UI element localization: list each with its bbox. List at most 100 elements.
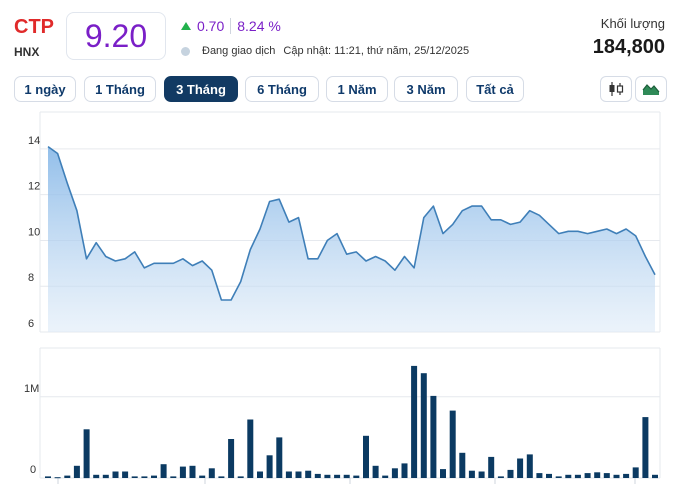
volume-bar xyxy=(507,469,514,478)
volume-tick-label: 1M xyxy=(24,383,39,395)
volume-bar xyxy=(363,435,369,479)
price-axis: 6 8 10 12 14 xyxy=(28,135,40,330)
volume-bar xyxy=(237,476,244,478)
tab-3-years[interactable]: 3 Năm xyxy=(394,76,458,102)
volume-bar xyxy=(584,473,591,478)
tab-1-day[interactable]: 1 ngày xyxy=(14,76,76,102)
volume-bars xyxy=(45,365,658,479)
area-chart-icon xyxy=(642,84,660,95)
volume-bar xyxy=(478,471,485,478)
volume-bar xyxy=(83,429,90,479)
trading-status: Đang giao dịch Cập nhật: 11:21, thứ năm,… xyxy=(181,45,469,57)
volume-bar xyxy=(199,475,206,478)
change-percent: 8.24 % xyxy=(237,18,281,34)
volume-axis: 0 1M xyxy=(24,383,39,476)
volume-tick-label: 0 xyxy=(30,464,36,476)
status-text: Đang giao dịch xyxy=(202,45,276,57)
volume-label: Khối lượng xyxy=(600,16,665,31)
change-value: 0.70 xyxy=(197,18,225,34)
volume-bar xyxy=(73,465,80,478)
tab-all[interactable]: Tất cả xyxy=(466,76,524,102)
volume-bar xyxy=(565,474,572,479)
volume-bar xyxy=(131,476,138,478)
volume-bar xyxy=(112,471,119,478)
volume-bar xyxy=(285,471,292,478)
tab-label: 3 Tháng xyxy=(176,81,226,97)
volume-bar xyxy=(652,474,658,479)
volume-bar xyxy=(420,373,427,478)
volume-bar xyxy=(603,473,610,478)
volume-bar xyxy=(247,419,254,478)
volume-bar xyxy=(459,452,466,478)
tab-label: 6 Tháng xyxy=(257,81,307,97)
volume-bar xyxy=(526,454,533,478)
price-volume-chart: 6 8 10 12 14 0 1M xyxy=(24,111,661,484)
volume-bar xyxy=(391,468,398,479)
volume-bar xyxy=(324,474,331,479)
volume-bar xyxy=(228,439,235,478)
volume-bar xyxy=(343,474,350,479)
volume-bar xyxy=(276,437,283,478)
volume-bar xyxy=(266,455,273,479)
up-arrow-icon xyxy=(181,22,191,30)
volume-bar xyxy=(497,476,504,478)
candlestick-chart-icon xyxy=(609,82,624,96)
tab-label: Tất cả xyxy=(476,81,514,97)
volume-bar xyxy=(382,475,389,478)
volume-bar xyxy=(170,476,177,478)
candlestick-chart-button[interactable] xyxy=(600,76,632,102)
volume-bar xyxy=(623,473,630,478)
volume-bar xyxy=(488,456,495,478)
volume-bar xyxy=(179,466,186,478)
y-tick-label: 14 xyxy=(28,135,40,147)
volume-bar xyxy=(517,458,524,478)
tab-6-months[interactable]: 6 Tháng xyxy=(245,76,319,102)
volume-bar xyxy=(372,465,379,478)
volume-bar xyxy=(64,475,71,478)
volume-bar xyxy=(613,474,620,479)
volume-bar xyxy=(536,473,543,478)
volume-bar xyxy=(594,472,601,478)
tab-1-year[interactable]: 1 Năm xyxy=(326,76,388,102)
volume-bar xyxy=(468,470,475,478)
area-chart-button[interactable] xyxy=(635,76,667,102)
volume-bar xyxy=(189,465,196,478)
y-tick-label: 12 xyxy=(28,181,40,193)
price-display: 9.20 xyxy=(66,12,166,60)
volume-bar xyxy=(353,475,360,478)
tab-label: 3 Năm xyxy=(406,81,446,97)
y-tick-label: 10 xyxy=(28,226,40,238)
volume-bar xyxy=(218,476,225,478)
volume-bar xyxy=(334,474,341,479)
price-area xyxy=(48,146,655,332)
volume-bar xyxy=(305,470,312,478)
ticker-symbol: CTP xyxy=(14,16,54,38)
volume-bar xyxy=(45,476,51,478)
volume-bar xyxy=(574,474,581,479)
volume-bar xyxy=(54,477,61,479)
tab-3-months[interactable]: 3 Tháng xyxy=(164,76,238,102)
y-tick-label: 6 xyxy=(28,318,34,330)
volume-bar xyxy=(122,471,129,478)
volume-bar xyxy=(295,471,302,478)
status-dot-icon xyxy=(181,46,190,56)
volume-bar xyxy=(555,476,562,478)
volume-bar xyxy=(632,467,639,478)
price-line xyxy=(47,145,656,301)
volume-bar xyxy=(151,475,157,478)
volume-bar xyxy=(160,464,167,478)
tab-label: 1 Tháng xyxy=(95,81,145,97)
volume-bar xyxy=(102,474,109,479)
volume-bar xyxy=(440,469,446,478)
divider xyxy=(230,18,232,34)
exchange-label: HNX xyxy=(14,45,40,59)
volume-bar xyxy=(401,463,408,478)
price-change: 0.70 8.24 % xyxy=(181,18,281,34)
tab-1-month[interactable]: 1 Tháng xyxy=(84,76,156,102)
volume-bar xyxy=(430,395,437,478)
tab-label: 1 Năm xyxy=(337,81,377,97)
price-value: 9.20 xyxy=(84,17,148,54)
volume-bar xyxy=(141,476,148,478)
volume-bar xyxy=(411,365,418,478)
volume-bar xyxy=(642,417,649,478)
